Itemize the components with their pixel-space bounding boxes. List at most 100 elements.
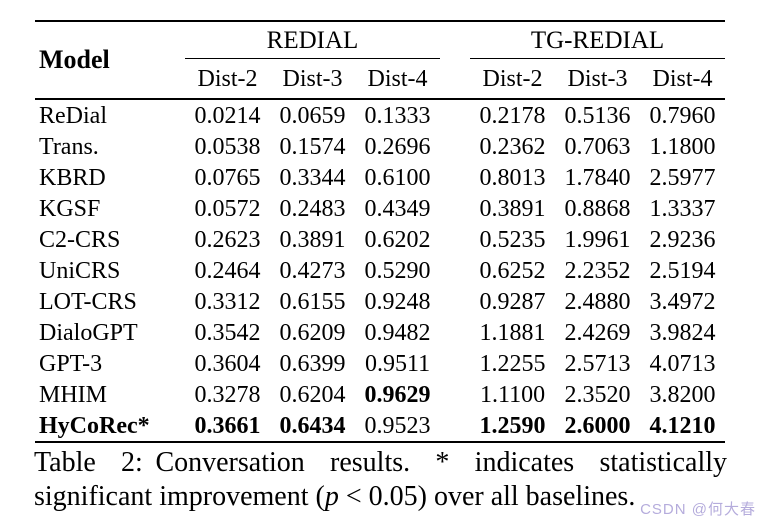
model-name: Trans. [39,133,99,160]
table-body: ReDial 0.0214 0.0659 0.1333 0.2178 0.5136 0.79… [35,99,726,442]
metric-value: 0.6204 [279,381,346,408]
column-gap [440,255,470,286]
metric-value: 0.1333 [364,102,431,129]
model-column-header: Model [39,45,110,74]
table-row: GPT-3 0.3604 0.6399 0.9511 1.2255 2.5713 4.071… [35,348,725,379]
model-name: DialoGPT [39,319,138,346]
metric-column-header: Dist-3 [282,65,343,92]
metric-column-header: Dist-3 [567,65,628,92]
metric-value: 0.6100 [364,164,431,191]
metric-value: 0.8868 [564,195,631,222]
metric-value: 0.7960 [649,102,716,129]
metric-header-row: Dist-2 Dist-3 Dist-4 Dist-2 Dist-3 Dist-4 [35,59,725,100]
metric-value: 0.2483 [279,195,346,222]
metric-value: 0.2178 [479,102,546,129]
metric-value: 1.1100 [479,381,546,408]
metric-value: 2.5977 [649,164,716,191]
metric-value: 0.5136 [564,102,631,129]
metric-value: 0.2464 [194,257,261,284]
model-name: KGSF [39,195,101,222]
metric-value: 0.3604 [194,350,261,377]
metric-value: 0.3891 [279,226,346,253]
metric-value: 0.6155 [279,288,346,315]
metric-value: 0.3344 [279,164,346,191]
group-header-row: Model REDIAL TG-REDIAL [35,21,726,73]
metric-value: 0.3542 [194,319,261,346]
metric-column-header: Dist-2 [482,65,543,92]
metric-value: 0.2362 [479,133,546,160]
metric-value: 0.2696 [364,133,431,160]
metric-column-header: Dist-4 [652,65,713,92]
column-gap [440,131,470,162]
group-header-tg-redial: TG-REDIAL [470,21,726,59]
table-caption: Table 2: Conversation results. * indicate… [34,446,727,514]
caption-label: Table 2: [34,447,143,478]
metric-value: 0.6209 [279,319,346,346]
metric-value: 4.0713 [649,350,716,377]
metric-value: 1.9961 [564,226,631,253]
column-gap [440,99,470,131]
caption-text-before: Conversation results. * indicates statis… [34,447,728,513]
metric-value: 0.7063 [564,133,631,160]
table-row: Trans. 0.0538 0.1574 0.2696 0.2362 0.7063 1.18… [35,131,725,162]
model-name: GPT-3 [39,350,103,377]
metric-column-header: Dist-4 [367,65,428,92]
metric-value: 0.9287 [479,288,546,315]
metric-value: 0.6434 [279,412,346,439]
model-name: C2-CRS [39,226,121,253]
column-gap [440,162,470,193]
metric-value: 0.5290 [364,257,431,284]
metric-value: 2.4269 [564,319,631,346]
metric-value: 0.3661 [194,412,261,439]
metric-value: 0.6252 [479,257,546,284]
metric-value: 1.2590 [479,412,546,439]
metric-value: 2.4880 [564,288,631,315]
metric-value: 0.3891 [479,195,546,222]
model-name: KBRD [39,164,106,191]
metric-value: 0.6202 [364,226,431,253]
metric-value: 2.2352 [564,257,631,284]
metric-value: 1.1881 [479,319,546,346]
metric-value: 0.0538 [194,133,261,160]
metric-value: 3.4972 [649,288,716,315]
metric-value: 3.8200 [649,381,716,408]
table-row: DialoGPT 0.3542 0.6209 0.9482 1.1881 2.4269 3.… [35,317,725,348]
table-row: HyCoRec* 0.3661 0.6434 0.9523 1.2590 2.6000 4.… [35,410,725,442]
table-header: Model REDIAL TG-REDIAL Dist-2 Dist-3 Dist-… [35,21,726,100]
watermark: CSDN @何大春 [640,501,756,518]
model-name: ReDial [39,102,107,129]
results-table: Model REDIAL TG-REDIAL Dist-2 Dist-3 Dist-… [35,20,726,443]
column-gap [440,193,470,224]
metric-value: 0.0572 [194,195,261,222]
column-gap [440,224,470,255]
metric-value: 0.9248 [364,288,431,315]
column-gap [440,348,470,379]
metric-value: 0.9511 [364,350,431,377]
table-row: LOT-CRS 0.3312 0.6155 0.9248 0.9287 2.4880 3.4… [35,286,725,317]
metric-column-header: Dist-2 [197,65,258,92]
metric-value: 0.2623 [194,226,261,253]
metric-value: 2.6000 [564,412,631,439]
metric-value: 2.9236 [649,226,716,253]
model-name: HyCoRec* [39,412,150,439]
table-row: KGSF 0.0572 0.2483 0.4349 0.3891 0.8868 1.3337 [35,193,725,224]
table-row: C2-CRS 0.2623 0.3891 0.6202 0.5235 1.9961 2.92… [35,224,725,255]
metric-value: 0.0214 [194,102,261,129]
metric-value: 0.3312 [194,288,261,315]
metric-value: 0.4273 [279,257,346,284]
metric-value: 0.9482 [364,319,431,346]
metric-value: 4.1210 [649,412,716,439]
metric-value: 0.6399 [279,350,346,377]
metric-value: 2.5194 [649,257,716,284]
column-gap [440,379,470,410]
caption-p-symbol: p [324,481,339,513]
table-row: ReDial 0.0214 0.0659 0.1333 0.2178 0.5136 0.79… [35,99,725,131]
column-gap [440,21,470,99]
table-row: KBRD 0.0765 0.3344 0.6100 0.8013 1.7840 2.5977 [35,162,725,193]
metric-value: 1.1800 [649,133,716,160]
group-header-redial: REDIAL [185,21,441,59]
metric-value: 2.3520 [564,381,631,408]
metric-value: 0.4349 [364,195,431,222]
metric-value: 3.9824 [649,319,716,346]
